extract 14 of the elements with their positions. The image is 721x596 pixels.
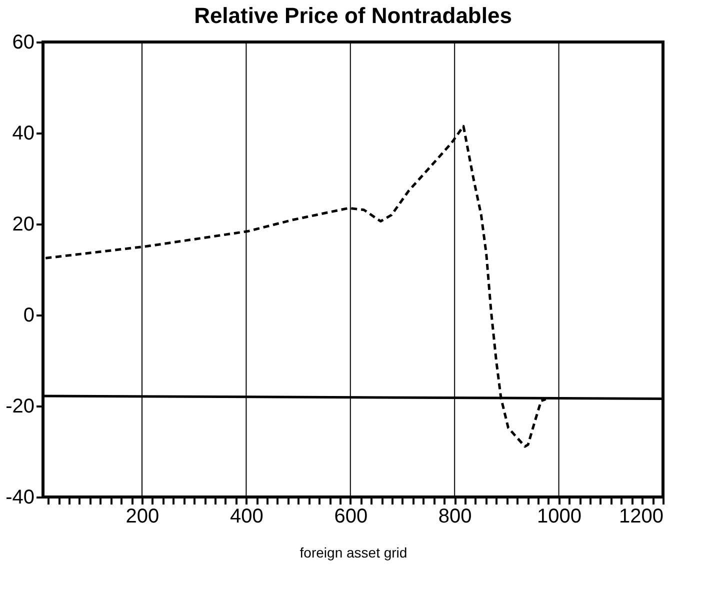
x-tick-label: 600	[334, 506, 368, 528]
y-tick-label: -20	[6, 396, 34, 418]
x-tick-label: 1200	[619, 506, 664, 528]
x-tick-label: 1000	[537, 506, 582, 528]
y-tick-label: 60	[12, 32, 34, 54]
y-tick-label: 40	[12, 122, 34, 144]
chart-title: Relative Price of Nontradables	[194, 3, 512, 28]
y-tick-label: 20	[12, 214, 34, 236]
x-tick-label: 200	[126, 506, 160, 528]
y-tick-label: 0	[23, 304, 34, 326]
x-tick-label: 800	[438, 506, 472, 528]
x-axis-title: foreign asset grid	[300, 544, 408, 560]
x-tick-label: 400	[230, 506, 264, 528]
y-tick-label: -40	[6, 486, 34, 508]
